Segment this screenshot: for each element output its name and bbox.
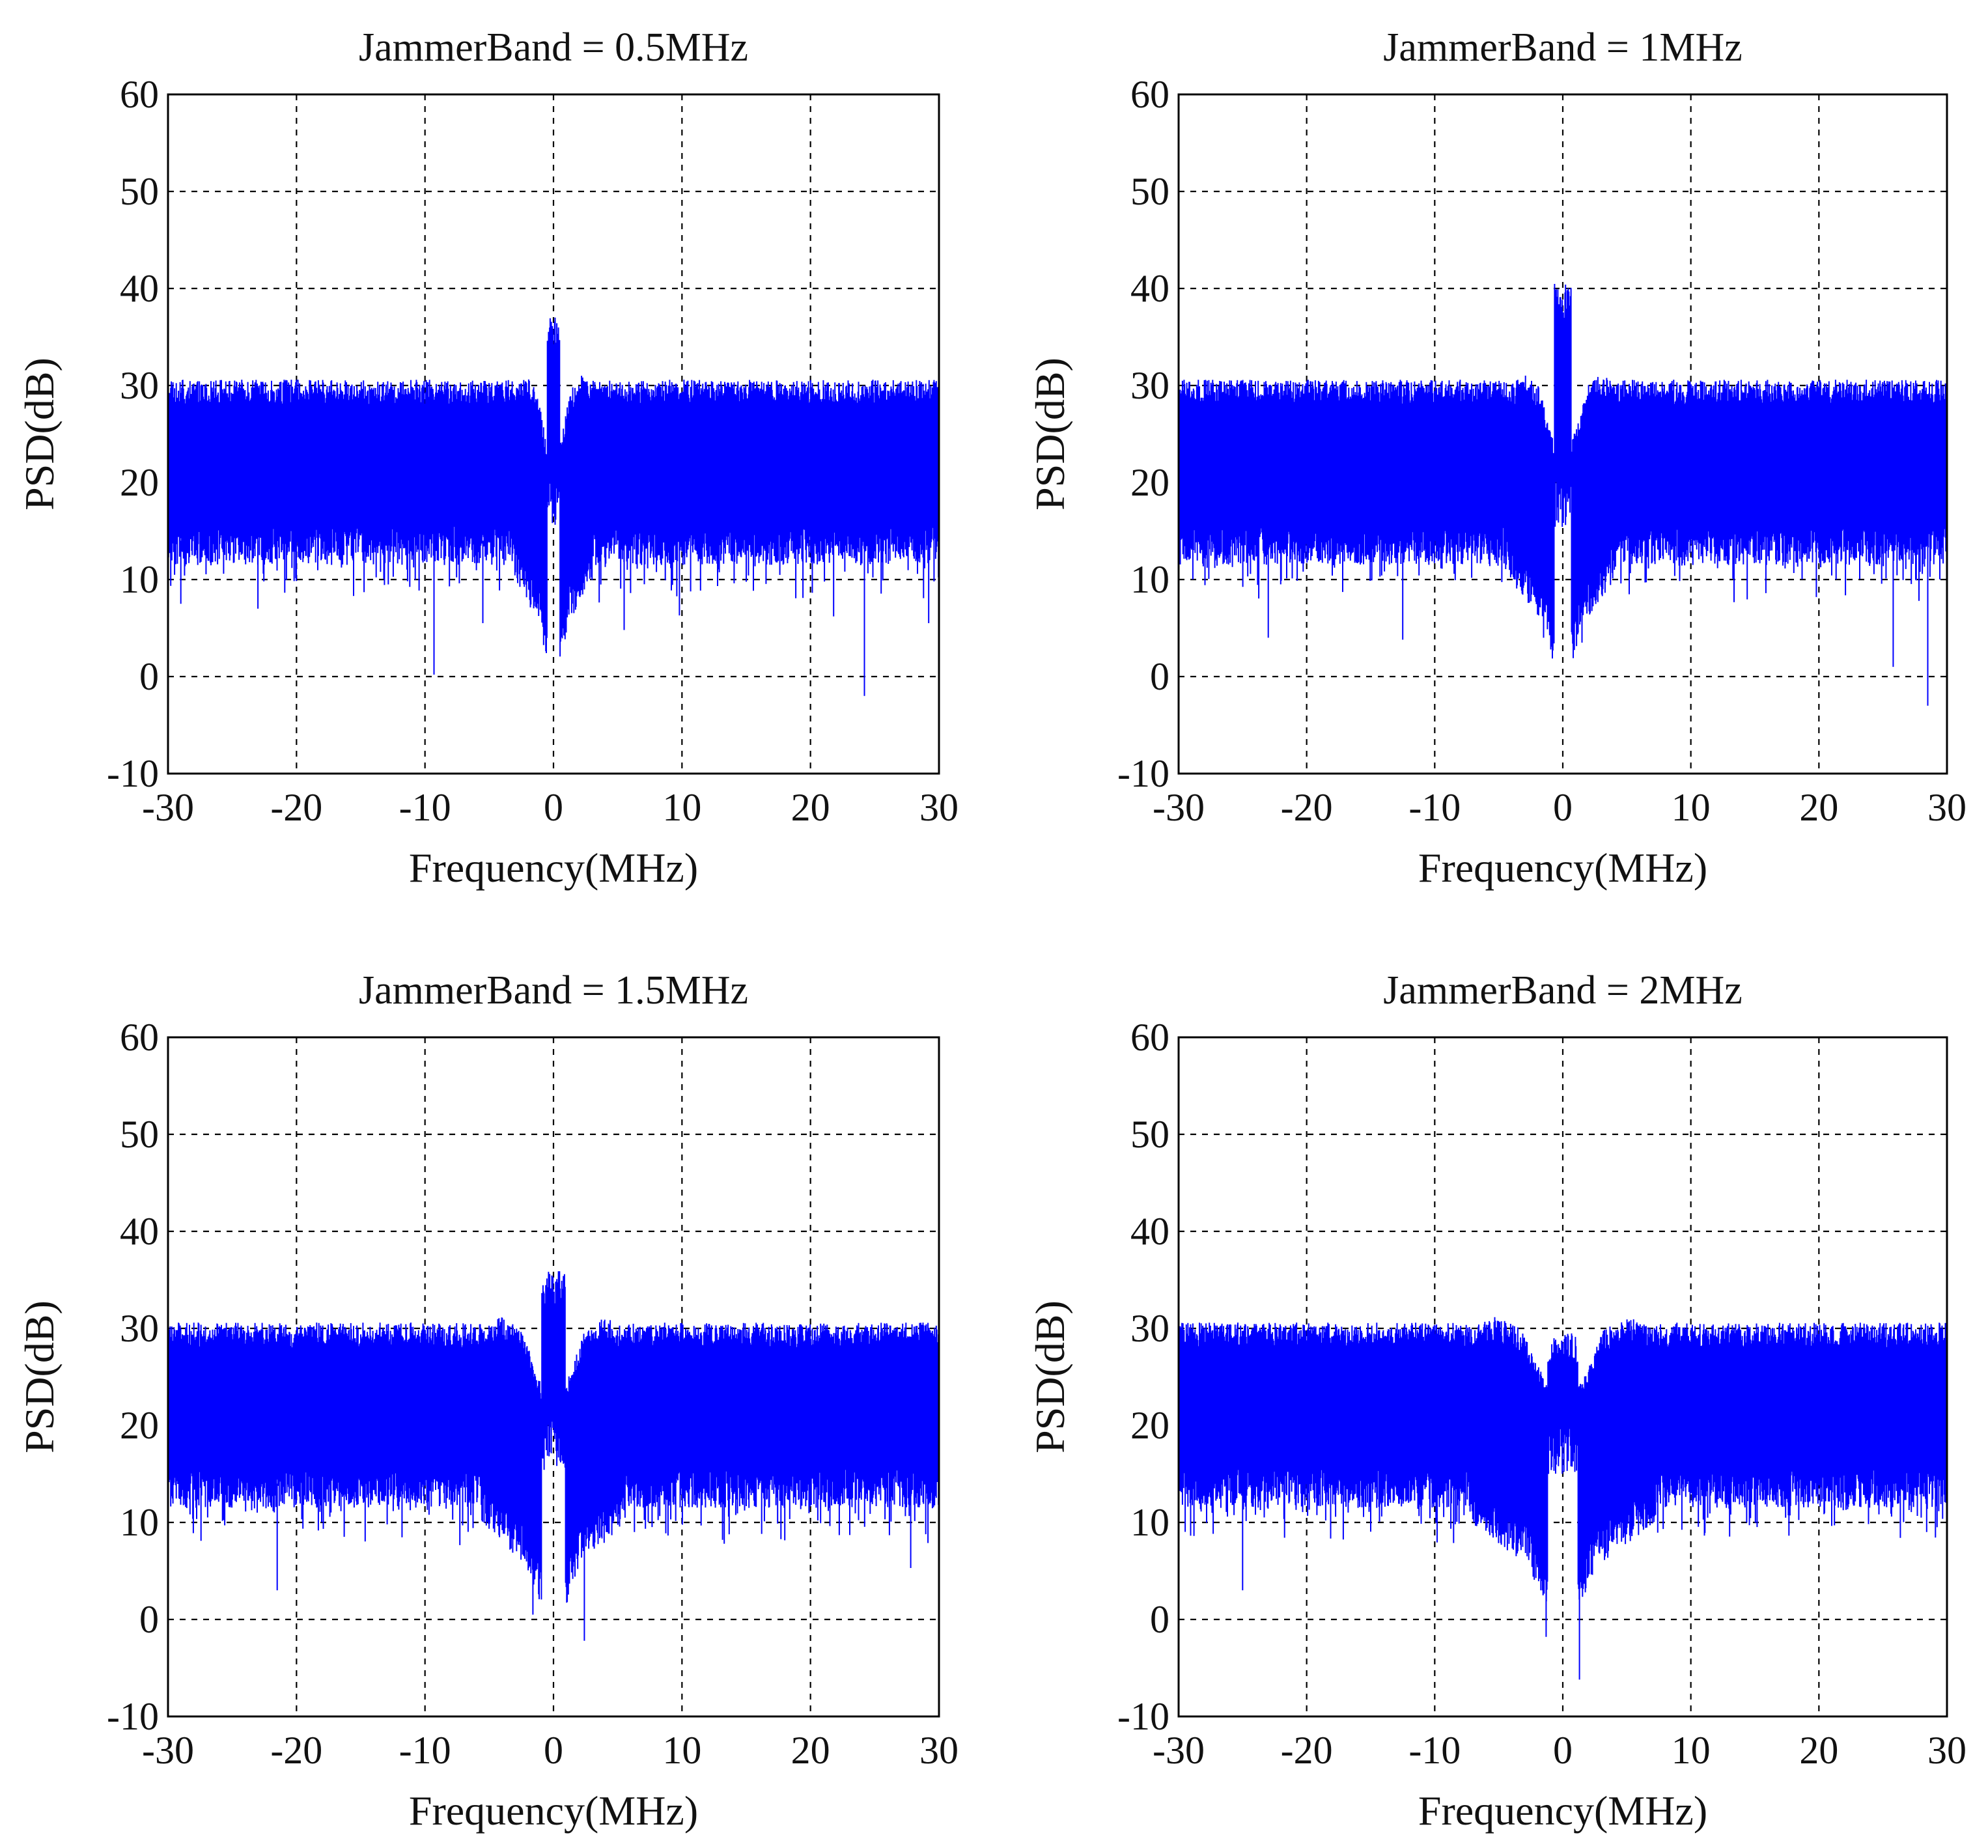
x-tick-label: 30 [1927,1729,1967,1772]
y-axis-label: PSD(dB) [1027,357,1073,511]
chart-panel-3: -30 -20 -10 0 10 20 30 60 50 40 30 20 10 0 -10 JammerBa… [16,968,959,1834]
x-tick-label: 0 [544,1729,563,1772]
y-tick-label: 40 [120,1210,159,1253]
y-tick-label: 10 [1130,558,1169,601]
x-tick-label: 10 [1672,1729,1711,1772]
x-tick-label: -30 [142,786,194,829]
y-tick-label: 0 [1150,1598,1169,1641]
chart-title: JammerBand = 2MHz [1383,968,1743,1013]
y-tick-label: 10 [1130,1501,1169,1544]
axes-frame [167,1036,940,1718]
x-tick-label: 20 [1799,1729,1838,1772]
y-tick-label: 20 [1130,1404,1169,1447]
x-tick-label: 10 [662,1729,701,1772]
x-tick-label: 10 [1672,786,1711,829]
chart-panel-4: -30 -20 -10 0 10 20 30 60 50 40 30 20 10 0 -10 JammerBa… [1027,968,1967,1834]
x-tick-label: -20 [1281,786,1333,829]
axes-frame [167,93,940,775]
x-tick-label: 30 [919,786,959,829]
chart-panel-1: -30 -20 -10 0 10 20 30 60 50 40 30 20 10 0 -10 JammerBa… [16,25,959,891]
y-tick-label: 40 [120,267,159,310]
y-tick-label: 0 [139,655,159,698]
x-tick-label: -10 [1408,786,1461,829]
y-tick-label: 10 [120,558,159,601]
y-tick-label: 50 [120,170,159,213]
y-tick-label: 60 [120,1016,159,1059]
x-tick-label: -30 [142,1729,194,1772]
x-tick-label: 20 [791,1729,830,1772]
x-tick-label: -20 [270,1729,322,1772]
y-tick-label: 30 [1130,364,1169,407]
x-axis-label: Frequency(MHz) [409,845,698,891]
y-tick-label: 20 [1130,461,1169,504]
x-tick-label: 0 [1553,1729,1573,1772]
y-tick-label: 20 [120,1404,159,1447]
x-tick-label: -20 [270,786,322,829]
x-tick-label: 20 [791,786,830,829]
y-tick-label: 0 [139,1598,159,1641]
chart-title: JammerBand = 0.5MHz [359,25,748,70]
chart-panel-2: -30 -20 -10 0 10 20 30 60 50 40 30 20 10 0 -10 JammerBa… [1027,25,1967,891]
x-tick-label: -10 [399,786,451,829]
y-axis-label: PSD(dB) [16,357,63,511]
x-tick-label: -30 [1153,786,1205,829]
y-tick-label: 50 [120,1113,159,1156]
x-tick-label: 20 [1799,786,1838,829]
y-tick-label: 60 [1130,73,1169,116]
y-tick-label: 30 [120,364,159,407]
x-tick-label: -30 [1153,1729,1205,1772]
y-tick-label: 60 [120,73,159,116]
x-axis-label: Frequency(MHz) [409,1787,698,1834]
x-axis-label: Frequency(MHz) [1418,1787,1707,1834]
chart-title: JammerBand = 1.5MHz [359,968,748,1013]
x-tick-label: -10 [1408,1729,1461,1772]
axes-frame [1177,93,1948,775]
y-axis-label: PSD(dB) [16,1300,63,1453]
x-tick-label: 30 [919,1729,959,1772]
x-axis-label: Frequency(MHz) [1418,845,1707,891]
axes-frame [1177,1036,1948,1718]
y-tick-label: -10 [107,752,159,795]
chart-title: JammerBand = 1MHz [1383,25,1743,70]
y-tick-label: 30 [1130,1307,1169,1350]
y-tick-label: 10 [120,1501,159,1544]
y-tick-label: 20 [120,461,159,504]
y-tick-label: 60 [1130,1016,1169,1059]
x-tick-label: 30 [1927,786,1967,829]
y-tick-label: 40 [1130,1210,1169,1253]
y-tick-label: 50 [1130,1113,1169,1156]
y-tick-label: -10 [1117,1695,1169,1738]
y-tick-label: 30 [120,1307,159,1350]
y-tick-label: -10 [1117,752,1169,795]
y-tick-label: 50 [1130,170,1169,213]
y-tick-label: 0 [1150,655,1169,698]
x-tick-label: 0 [1553,786,1573,829]
x-tick-label: 0 [544,786,563,829]
x-tick-label: -10 [399,1729,451,1772]
x-tick-label: 10 [662,786,701,829]
y-tick-label: 40 [1130,267,1169,310]
y-tick-label: -10 [107,1695,159,1738]
y-axis-label: PSD(dB) [1027,1300,1073,1453]
x-tick-label: -20 [1281,1729,1333,1772]
